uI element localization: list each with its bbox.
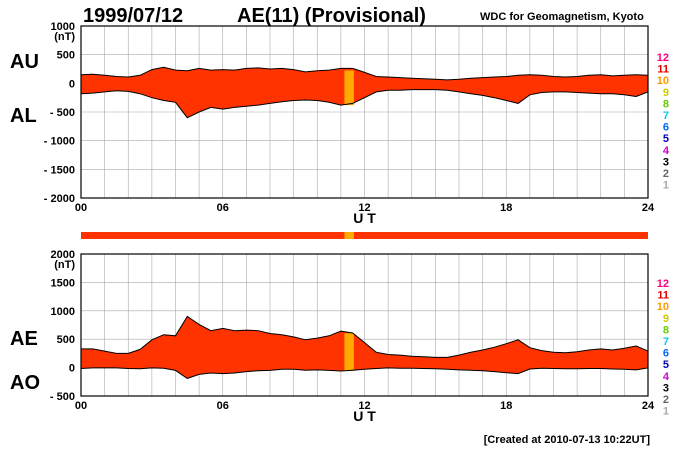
envelope-area — [81, 67, 648, 118]
x-tick-label: 06 — [217, 400, 229, 412]
envelope-area — [81, 316, 648, 379]
station-count-6: 6 — [663, 122, 669, 134]
station-count-8: 8 — [663, 324, 669, 336]
chart-title: AE(11) (Provisional) — [237, 5, 426, 27]
station-count-7: 7 — [663, 110, 669, 122]
y-tick-label: 2000 — [51, 249, 75, 261]
station-count-3: 3 — [663, 156, 669, 168]
series-line-ae — [81, 315, 649, 358]
station-count-2: 2 — [663, 394, 669, 406]
data-availability-bar — [81, 232, 648, 239]
source-label: WDC for Geomagnetism, Kyoto — [480, 11, 644, 23]
x-tick-label: 18 — [500, 202, 512, 214]
station-count-2: 2 — [663, 168, 669, 180]
station-count-3: 3 — [663, 382, 669, 394]
y-tick-label: 0 — [69, 363, 75, 375]
station-count-1: 1 — [663, 180, 669, 192]
panel-au-al: 1000 500 0 - 500 - 1000 - 1500 - 2000 (nT) 00 06 1… — [10, 21, 670, 239]
unit-label: (nT) — [54, 31, 75, 43]
y-tick-label: - 1500 — [44, 164, 75, 176]
x-tick-label: 00 — [75, 202, 87, 214]
flag-band — [344, 333, 354, 372]
x-tick-label: 12 — [358, 400, 370, 412]
y-tick-label: 1000 — [51, 21, 75, 33]
station-count-6: 6 — [663, 348, 669, 360]
y-tick-label: 1500 — [51, 277, 75, 289]
station-count-10: 10 — [657, 75, 669, 87]
y-tick-label: - 1000 — [44, 136, 75, 148]
flag-band — [344, 70, 354, 106]
x-axis-label: U T — [353, 210, 376, 226]
station-count-1: 1 — [663, 406, 669, 418]
station-count-9: 9 — [663, 313, 669, 325]
x-tick-label: 18 — [500, 400, 512, 412]
station-count-7: 7 — [663, 336, 669, 348]
series-line-au — [80, 66, 649, 81]
plot-frame — [80, 253, 649, 397]
station-count-4: 4 — [663, 371, 670, 383]
station-count-11: 11 — [657, 290, 669, 302]
series-label-ae: AE — [10, 328, 38, 350]
plot-frame — [80, 25, 649, 199]
y-tick-label: - 2000 — [44, 193, 75, 205]
series-label-al: AL — [10, 105, 37, 127]
series-line-ao — [80, 367, 649, 379]
x-tick-label: 12 — [358, 202, 370, 214]
series-line-al — [80, 89, 649, 119]
series-label-au: AU — [10, 51, 39, 73]
station-count-12: 12 — [657, 278, 669, 290]
y-tick-label: - 500 — [50, 391, 75, 403]
y-tick-label: 1000 — [51, 306, 75, 318]
y-tick-label: 0 — [69, 78, 75, 90]
station-count-8: 8 — [663, 98, 669, 110]
station-count-12: 12 — [657, 52, 669, 64]
x-tick-label: 06 — [217, 202, 229, 214]
station-count-4: 4 — [663, 145, 670, 157]
data-availability-flag — [344, 232, 354, 239]
series-label-ao: AO — [10, 372, 40, 394]
y-tick-label: - 500 — [50, 107, 75, 119]
x-tick-label: 24 — [642, 202, 655, 214]
station-count-10: 10 — [657, 301, 669, 313]
x-tick-label: 00 — [75, 400, 87, 412]
x-tick-label: 24 — [642, 400, 655, 412]
created-label: [Created at 2010-07-13 10:22UT] — [484, 434, 651, 446]
station-count-5: 5 — [663, 359, 669, 371]
y-tick-label: 500 — [57, 50, 75, 62]
station-count-5: 5 — [663, 133, 669, 145]
station-count-11: 11 — [657, 64, 669, 76]
date-label: 1999/07/12 — [83, 5, 183, 27]
x-axis-label: U T — [353, 408, 376, 424]
y-tick-label: 500 — [57, 334, 75, 346]
unit-label: (nT) — [54, 259, 75, 271]
station-count-9: 9 — [663, 87, 669, 99]
